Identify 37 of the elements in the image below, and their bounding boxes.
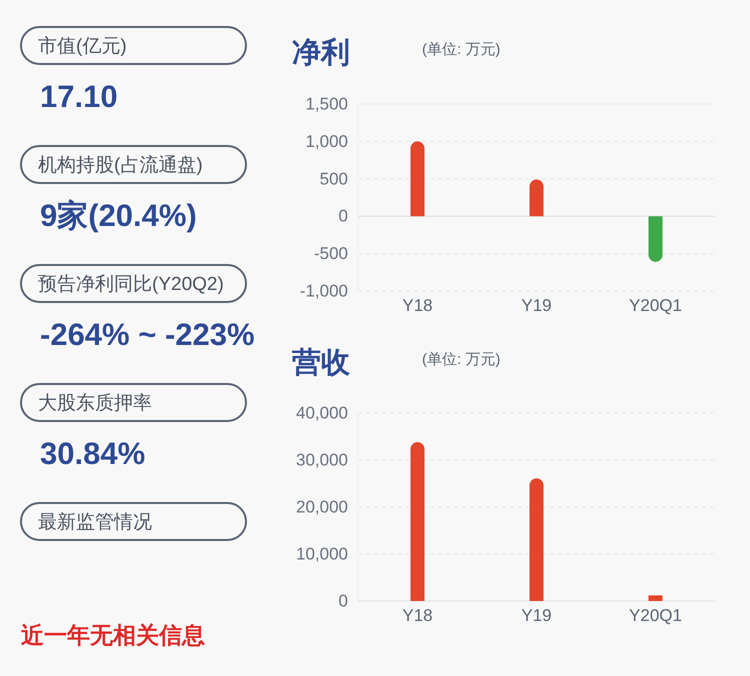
text: 30.84%: [40, 436, 146, 471]
bar: [648, 216, 662, 262]
chart-subtitle: (单位: 万元): [422, 351, 500, 368]
text: 最新监管情况: [38, 511, 152, 533]
chart-title: 净利: [292, 37, 350, 69]
x-tick-label: Y18: [402, 296, 433, 316]
bar: [530, 180, 544, 216]
text: 机构持股(占流通盘): [38, 154, 203, 176]
y-tick-label: 1,000: [305, 132, 348, 151]
text: 预告净利同比(Y20Q2): [38, 274, 224, 295]
y-tick-label: 30,000: [296, 450, 348, 470]
text: -264% ~ -223%: [40, 317, 255, 352]
y-tick-label: 10,000: [296, 544, 348, 564]
y-tick-label: 40,000: [296, 403, 348, 422]
y-tick-label: -500: [314, 244, 348, 264]
text: 17.10: [40, 79, 118, 114]
text: 大股东质押率: [38, 392, 152, 414]
chart-subtitle: (单位: 万元): [422, 41, 500, 58]
text: 近一年无相关信息: [20, 622, 205, 648]
bar: [530, 478, 544, 601]
y-tick-label: 20,000: [296, 497, 348, 516]
text: 市值(亿元): [38, 35, 127, 57]
bar: [410, 442, 424, 601]
y-tick-label: 0: [338, 206, 348, 226]
y-tick-label: 0: [338, 591, 348, 610]
x-tick-label: Y18: [402, 606, 433, 626]
bar: [648, 595, 662, 601]
y-tick-label: 1,500: [305, 94, 348, 114]
x-tick-label: Y19: [521, 606, 552, 626]
x-tick-label: Y19: [521, 296, 552, 316]
text: 9家(20.4%): [40, 198, 197, 233]
x-tick-label: Y20Q1: [629, 606, 682, 626]
y-tick-label: -1,000: [300, 281, 348, 300]
bar: [410, 141, 424, 216]
y-tick-label: 500: [320, 169, 348, 188]
chart-title: 营收: [291, 347, 351, 379]
x-tick-label: Y20Q1: [629, 296, 682, 316]
